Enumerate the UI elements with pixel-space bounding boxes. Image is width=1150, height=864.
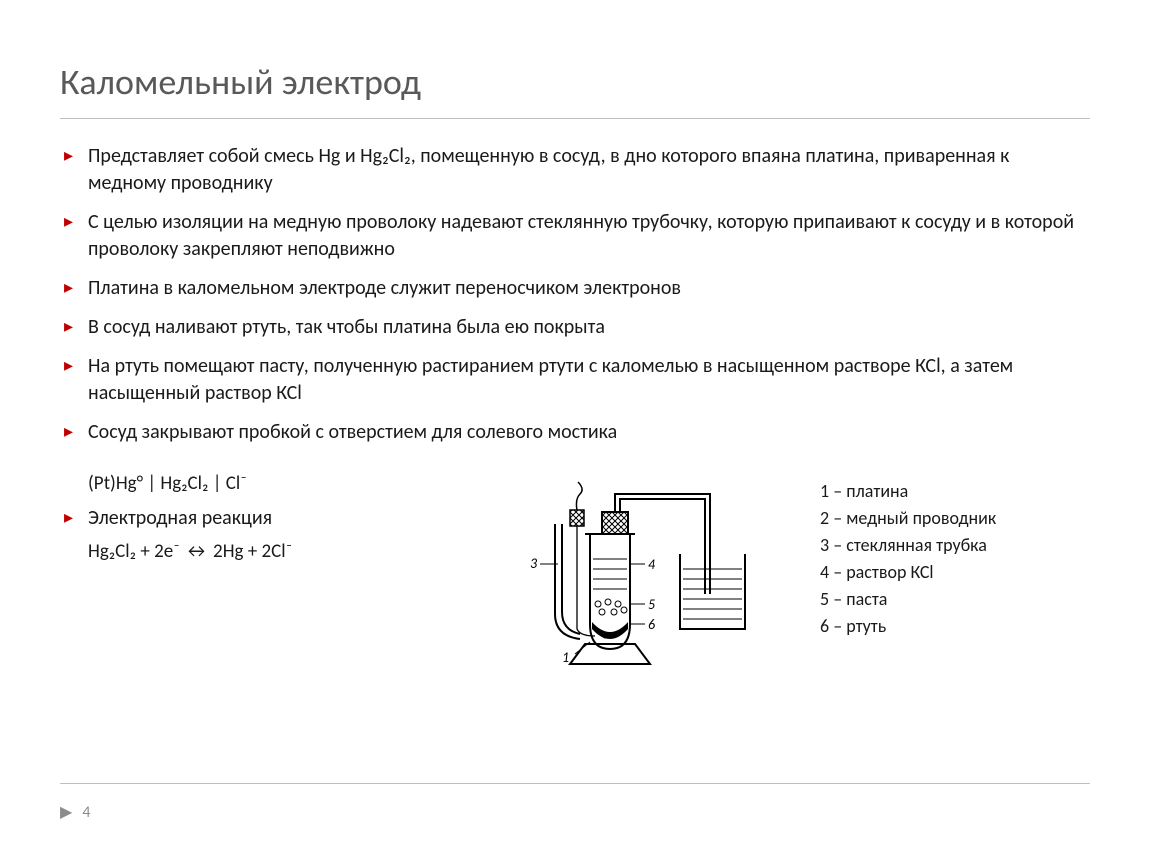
list-item: Представляет собой смесь Нg и Нg₂Сl₂, по…: [60, 143, 1090, 197]
electrode-diagram: 3 4 5 6 1: [480, 464, 790, 684]
list-item: Платина в каломельном электроде служит п…: [60, 275, 1090, 302]
svg-text:6: 6: [648, 616, 655, 633]
legend-item: 4 – раствор КСl: [820, 559, 996, 586]
legend-item: 5 – паста: [820, 586, 996, 613]
page-number: 4: [82, 803, 90, 822]
list-item: В сосуд наливают ртуть, так чтобы платин…: [60, 314, 1090, 341]
slide-footer: ▶ 4: [60, 802, 90, 822]
diagram-legend: 1 – платина 2 – медный проводник 3 – сте…: [790, 464, 996, 640]
list-item: Сосуд закрывают пробкой с отверстием для…: [60, 419, 1090, 446]
svg-text:5: 5: [648, 596, 655, 613]
svg-text:3: 3: [530, 555, 537, 572]
formula-2: Hg₂Cl₂ + 2e⁻ ↔ 2Hg + 2Cl⁻: [88, 540, 480, 563]
svg-text:4: 4: [648, 556, 656, 573]
svg-text:1: 1: [562, 649, 569, 666]
legend-item: 3 – стеклянная трубка: [820, 532, 996, 559]
legend-item: 6 – ртуть: [820, 613, 996, 640]
nav-triangle-icon: ▶: [60, 802, 72, 822]
legend-item: 1 – платина: [820, 478, 996, 505]
formula-block: (Pt)Hg° | Hg₂Cl₂ | Cl⁻ Электродная реакц…: [60, 464, 480, 573]
list-item: С целью изоляции на медную проволоку над…: [60, 209, 1090, 263]
legend-item: 2 – медный проводник: [820, 505, 996, 532]
bullet-list: Представляет собой смесь Нg и Нg₂Сl₂, по…: [60, 143, 1090, 446]
reaction-label: Электродная реакция: [60, 505, 480, 532]
footer-divider: [60, 783, 1090, 784]
page-title: Каломельный электрод: [60, 60, 1090, 119]
formula-1: (Pt)Hg° | Hg₂Cl₂ | Cl⁻: [88, 472, 480, 495]
list-item: На ртуть помещают пасту, полученную раст…: [60, 353, 1090, 407]
